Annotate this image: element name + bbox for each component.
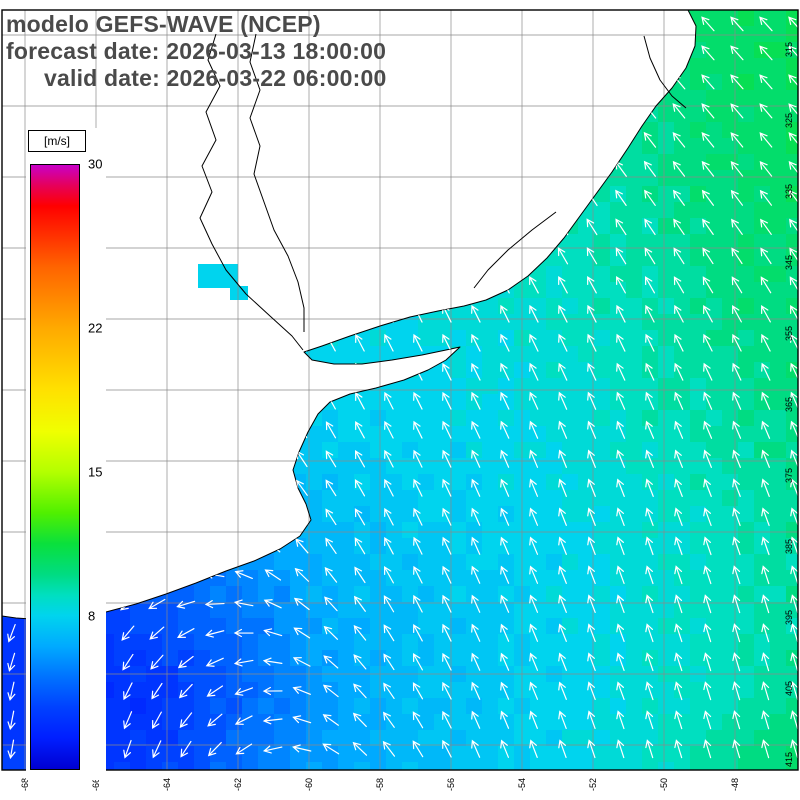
colorbar: [m/s] 30 22 15 8: [26, 128, 106, 780]
lon-tick-label: -64: [162, 778, 172, 791]
river-line: [199, 33, 304, 351]
lat-tick-label: 375: [784, 468, 794, 483]
colorbar-unit-label: [m/s]: [28, 130, 86, 152]
lon-tick-label: -56: [446, 778, 456, 791]
lon-tick-label: -52: [588, 778, 598, 791]
axis-labels: 315 325 335 345 355 365 375 385 395 405 415 -68 -66 -…: [20, 42, 794, 791]
colorbar-ticks: 30 22 15 8: [30, 157, 102, 770]
lon-tick-label: -58: [375, 778, 385, 791]
graticule-grid: [2, 10, 798, 770]
lat-tick-label: 415: [784, 752, 794, 767]
colorbar-tick-label: 8: [88, 608, 96, 624]
colorbar-tick-label: 22: [88, 320, 103, 336]
colorbar-tick-label: 30: [88, 156, 103, 172]
lat-tick-label: 405: [784, 681, 794, 696]
lon-tick-label: -62: [233, 778, 243, 791]
lat-tick-label: 395: [784, 610, 794, 625]
inland-water: [198, 264, 238, 288]
river-line: [249, 33, 305, 332]
inland-water: [230, 286, 248, 300]
lon-tick-label: -48: [730, 778, 740, 791]
lat-tick-label: 365: [784, 397, 794, 412]
lat-tick-label: 315: [784, 42, 794, 57]
lon-tick-label: -50: [659, 778, 669, 791]
wind-speed-field: [2, 10, 800, 778]
lon-tick-label: -60: [304, 778, 314, 791]
colorbar-gradient: [30, 164, 80, 770]
colorbar-tick-label: 15: [88, 464, 103, 480]
lat-tick-label: 385: [784, 539, 794, 554]
map-frame: [1, 9, 799, 771]
lat-tick-label: 355: [784, 326, 794, 341]
lat-tick-label: 345: [784, 255, 794, 270]
lat-tick-label: 325: [784, 113, 794, 128]
wind-direction-arrows: [1, 15, 800, 760]
lon-tick-label: -68: [20, 778, 30, 791]
river-line: [473, 211, 557, 289]
colorbar-body: 30 22 15 8: [30, 157, 102, 770]
lon-tick-label: -54: [517, 778, 527, 791]
lon-tick-label: -66: [91, 778, 101, 791]
lat-tick-label: 335: [784, 184, 794, 199]
